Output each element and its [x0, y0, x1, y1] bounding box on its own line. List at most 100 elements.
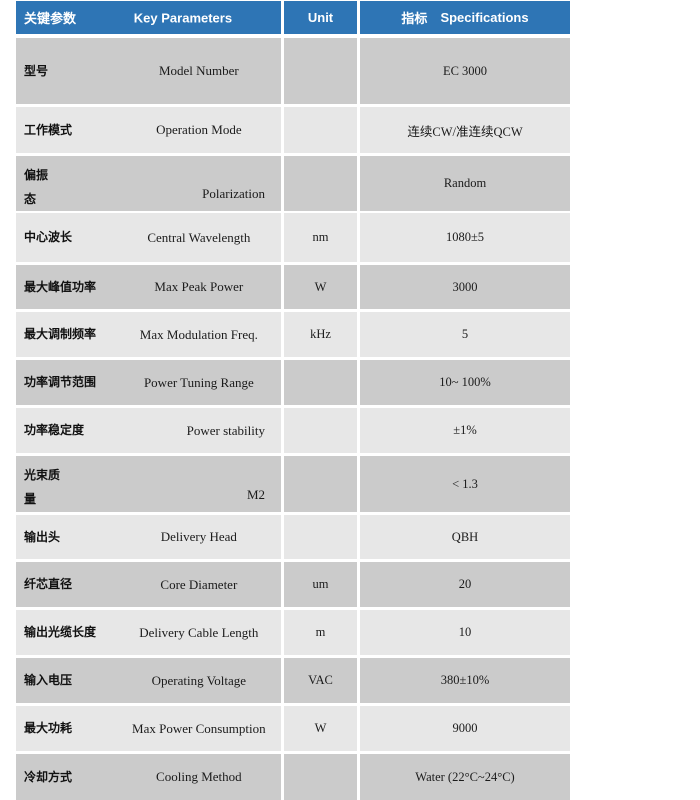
parameter-cell: 输入电压 Operating Voltage — [16, 658, 281, 703]
table-row: 工作模式 Operation Mode 连续CW/准连续QCW — [16, 107, 570, 153]
table-row: 功率稳定度 Power stability ±1% — [16, 408, 570, 453]
header-unit: Unit — [284, 1, 357, 34]
table-row: 中心波长 Central Wavelength nm 1080±5 — [16, 213, 570, 262]
table-row: 纤芯直径 Core Diameter um 20 — [16, 562, 570, 607]
parameter-name-cn: 输出光缆长度 — [24, 625, 97, 639]
unit-cell — [284, 107, 357, 153]
unit-cell — [284, 408, 357, 453]
table-header-row: 关键参数 Key Parameters Unit 指标 Specificatio… — [16, 1, 570, 34]
parameter-name-en: Max Modulation Freq. — [139, 326, 258, 342]
header-specifications-en: Specifications — [440, 10, 529, 25]
parameter-name-en: Central Wavelength — [147, 229, 251, 245]
specification-cell: QBH — [360, 515, 570, 559]
parameter-name-cn: 输出头 — [24, 529, 61, 544]
specification-cell: 3000 — [360, 265, 570, 309]
parameter-name-en: Power Tuning Range — [143, 374, 254, 390]
table-row: 输入电压 Operating Voltage VAC 380±10% — [16, 658, 570, 703]
unit-cell — [284, 156, 357, 211]
unit-cell — [284, 38, 357, 104]
parameter-name-cn: 光束质量 — [24, 468, 61, 506]
parameter-cell: 冷却方式 Cooling Method — [16, 754, 281, 800]
parameter-name-cn: 纤芯直径 — [24, 577, 73, 591]
specification-cell: Random — [360, 156, 570, 211]
parameter-name-en: Delivery Cable Length — [139, 624, 259, 640]
table-row: 冷却方式 Cooling Method Water (22°C~24°C) — [16, 754, 570, 800]
parameter-cell: 中心波长 Central Wavelength — [16, 213, 281, 262]
parameter-name-en: Delivery Head — [160, 529, 237, 544]
parameter-name-en: Core Diameter — [160, 576, 238, 592]
parameter-name-cn: 输入电压 — [24, 673, 73, 687]
specification-cell: 380±10% — [360, 658, 570, 703]
specification-cell: < 1.3 — [360, 456, 570, 512]
table-row: 光束质量 M2 < 1.3 — [16, 456, 570, 512]
specification-cell: ±1% — [360, 408, 570, 453]
unit-cell — [284, 515, 357, 559]
unit-cell — [284, 360, 357, 405]
unit-cell: um — [284, 562, 357, 607]
header-specifications: 指标 Specifications — [360, 1, 570, 34]
unit-cell: nm — [284, 213, 357, 262]
parameter-name-cn: 最大峰值功率 — [24, 279, 97, 294]
header-key-parameters-cn: 关键参数 — [24, 11, 77, 26]
table-body: 型号 Model Number EC 3000 工作模式 Operation M… — [16, 38, 570, 800]
specification-cell: 10~ 100% — [360, 360, 570, 405]
specification-cell: 9000 — [360, 706, 570, 751]
parameter-cell: 光束质量 M2 — [16, 456, 281, 512]
parameter-cell: 功率调节范围 Power Tuning Range — [16, 360, 281, 405]
parameter-name-cn: 中心波长 — [24, 230, 73, 244]
parameter-cell: 输出头 Delivery Head — [16, 515, 281, 559]
parameter-name-cn: 功率稳定度 — [24, 423, 85, 437]
parameter-name-en: Power stability — [186, 422, 265, 438]
parameter-cell: 偏振态 Polarization — [16, 156, 281, 211]
table-row: 型号 Model Number EC 3000 — [16, 38, 570, 104]
parameter-cell: 最大功耗 Max Power Consumption — [16, 706, 281, 751]
specification-cell: 连续CW/准连续QCW — [360, 107, 570, 153]
parameter-name-cn: 工作模式 — [24, 122, 73, 137]
parameter-cell: 纤芯直径 Core Diameter — [16, 562, 281, 607]
parameter-name-cn: 偏振态 — [24, 168, 49, 206]
unit-cell — [284, 456, 357, 512]
table-row: 最大功耗 Max Power Consumption W 9000 — [16, 706, 570, 751]
parameter-name-cn: 功率调节范围 — [24, 375, 97, 389]
header-unit-label: Unit — [307, 10, 334, 25]
parameter-name-en: M2 — [246, 487, 265, 502]
parameter-name-en: Operating Voltage — [151, 672, 247, 688]
unit-cell: VAC — [284, 658, 357, 703]
parameter-name-en: Model Number — [158, 63, 239, 78]
specification-cell: 1080±5 — [360, 213, 570, 262]
parameter-name-en: Operation Mode — [156, 122, 242, 137]
parameter-name-en: Polarization — [202, 186, 265, 201]
unit-cell: kHz — [284, 312, 357, 357]
parameter-name-cn: 最大调制频率 — [24, 327, 97, 341]
specification-cell: 10 — [360, 610, 570, 655]
unit-cell: W — [284, 265, 357, 309]
table-row: 偏振态 Polarization Random — [16, 156, 570, 211]
spec-table: 关键参数 Key Parameters Unit 指标 Specificatio… — [16, 1, 570, 800]
specification-cell: EC 3000 — [360, 38, 570, 104]
specification-cell: 5 — [360, 312, 570, 357]
unit-cell: W — [284, 706, 357, 751]
parameter-name-en: Cooling Method — [156, 769, 242, 784]
parameter-cell: 最大峰值功率 Max Peak Power — [16, 265, 281, 309]
specification-cell: Water (22°C~24°C) — [360, 754, 570, 800]
parameter-name-en: Max Peak Power — [154, 279, 244, 294]
specification-cell: 20 — [360, 562, 570, 607]
header-key-parameters: 关键参数 Key Parameters — [16, 1, 281, 34]
table-row: 功率调节范围 Power Tuning Range 10~ 100% — [16, 360, 570, 405]
header-key-parameters-en: Key Parameters — [133, 10, 233, 25]
parameter-name-cn: 最大功耗 — [24, 721, 73, 735]
parameter-cell: 型号 Model Number — [16, 38, 281, 104]
parameter-cell: 最大调制频率 Max Modulation Freq. — [16, 312, 281, 357]
table-row: 最大调制频率 Max Modulation Freq. kHz 5 — [16, 312, 570, 357]
table-row: 最大峰值功率 Max Peak Power W 3000 — [16, 265, 570, 309]
parameter-name-cn: 冷却方式 — [24, 769, 73, 784]
table-row: 输出光缆长度 Delivery Cable Length m 10 — [16, 610, 570, 655]
table-row: 输出头 Delivery Head QBH — [16, 515, 570, 559]
parameter-name-en: Max Power Consumption — [132, 720, 266, 736]
unit-cell: m — [284, 610, 357, 655]
parameter-cell: 功率稳定度 Power stability — [16, 408, 281, 453]
unit-cell — [284, 754, 357, 800]
parameter-cell: 输出光缆长度 Delivery Cable Length — [16, 610, 281, 655]
parameter-cell: 工作模式 Operation Mode — [16, 107, 281, 153]
